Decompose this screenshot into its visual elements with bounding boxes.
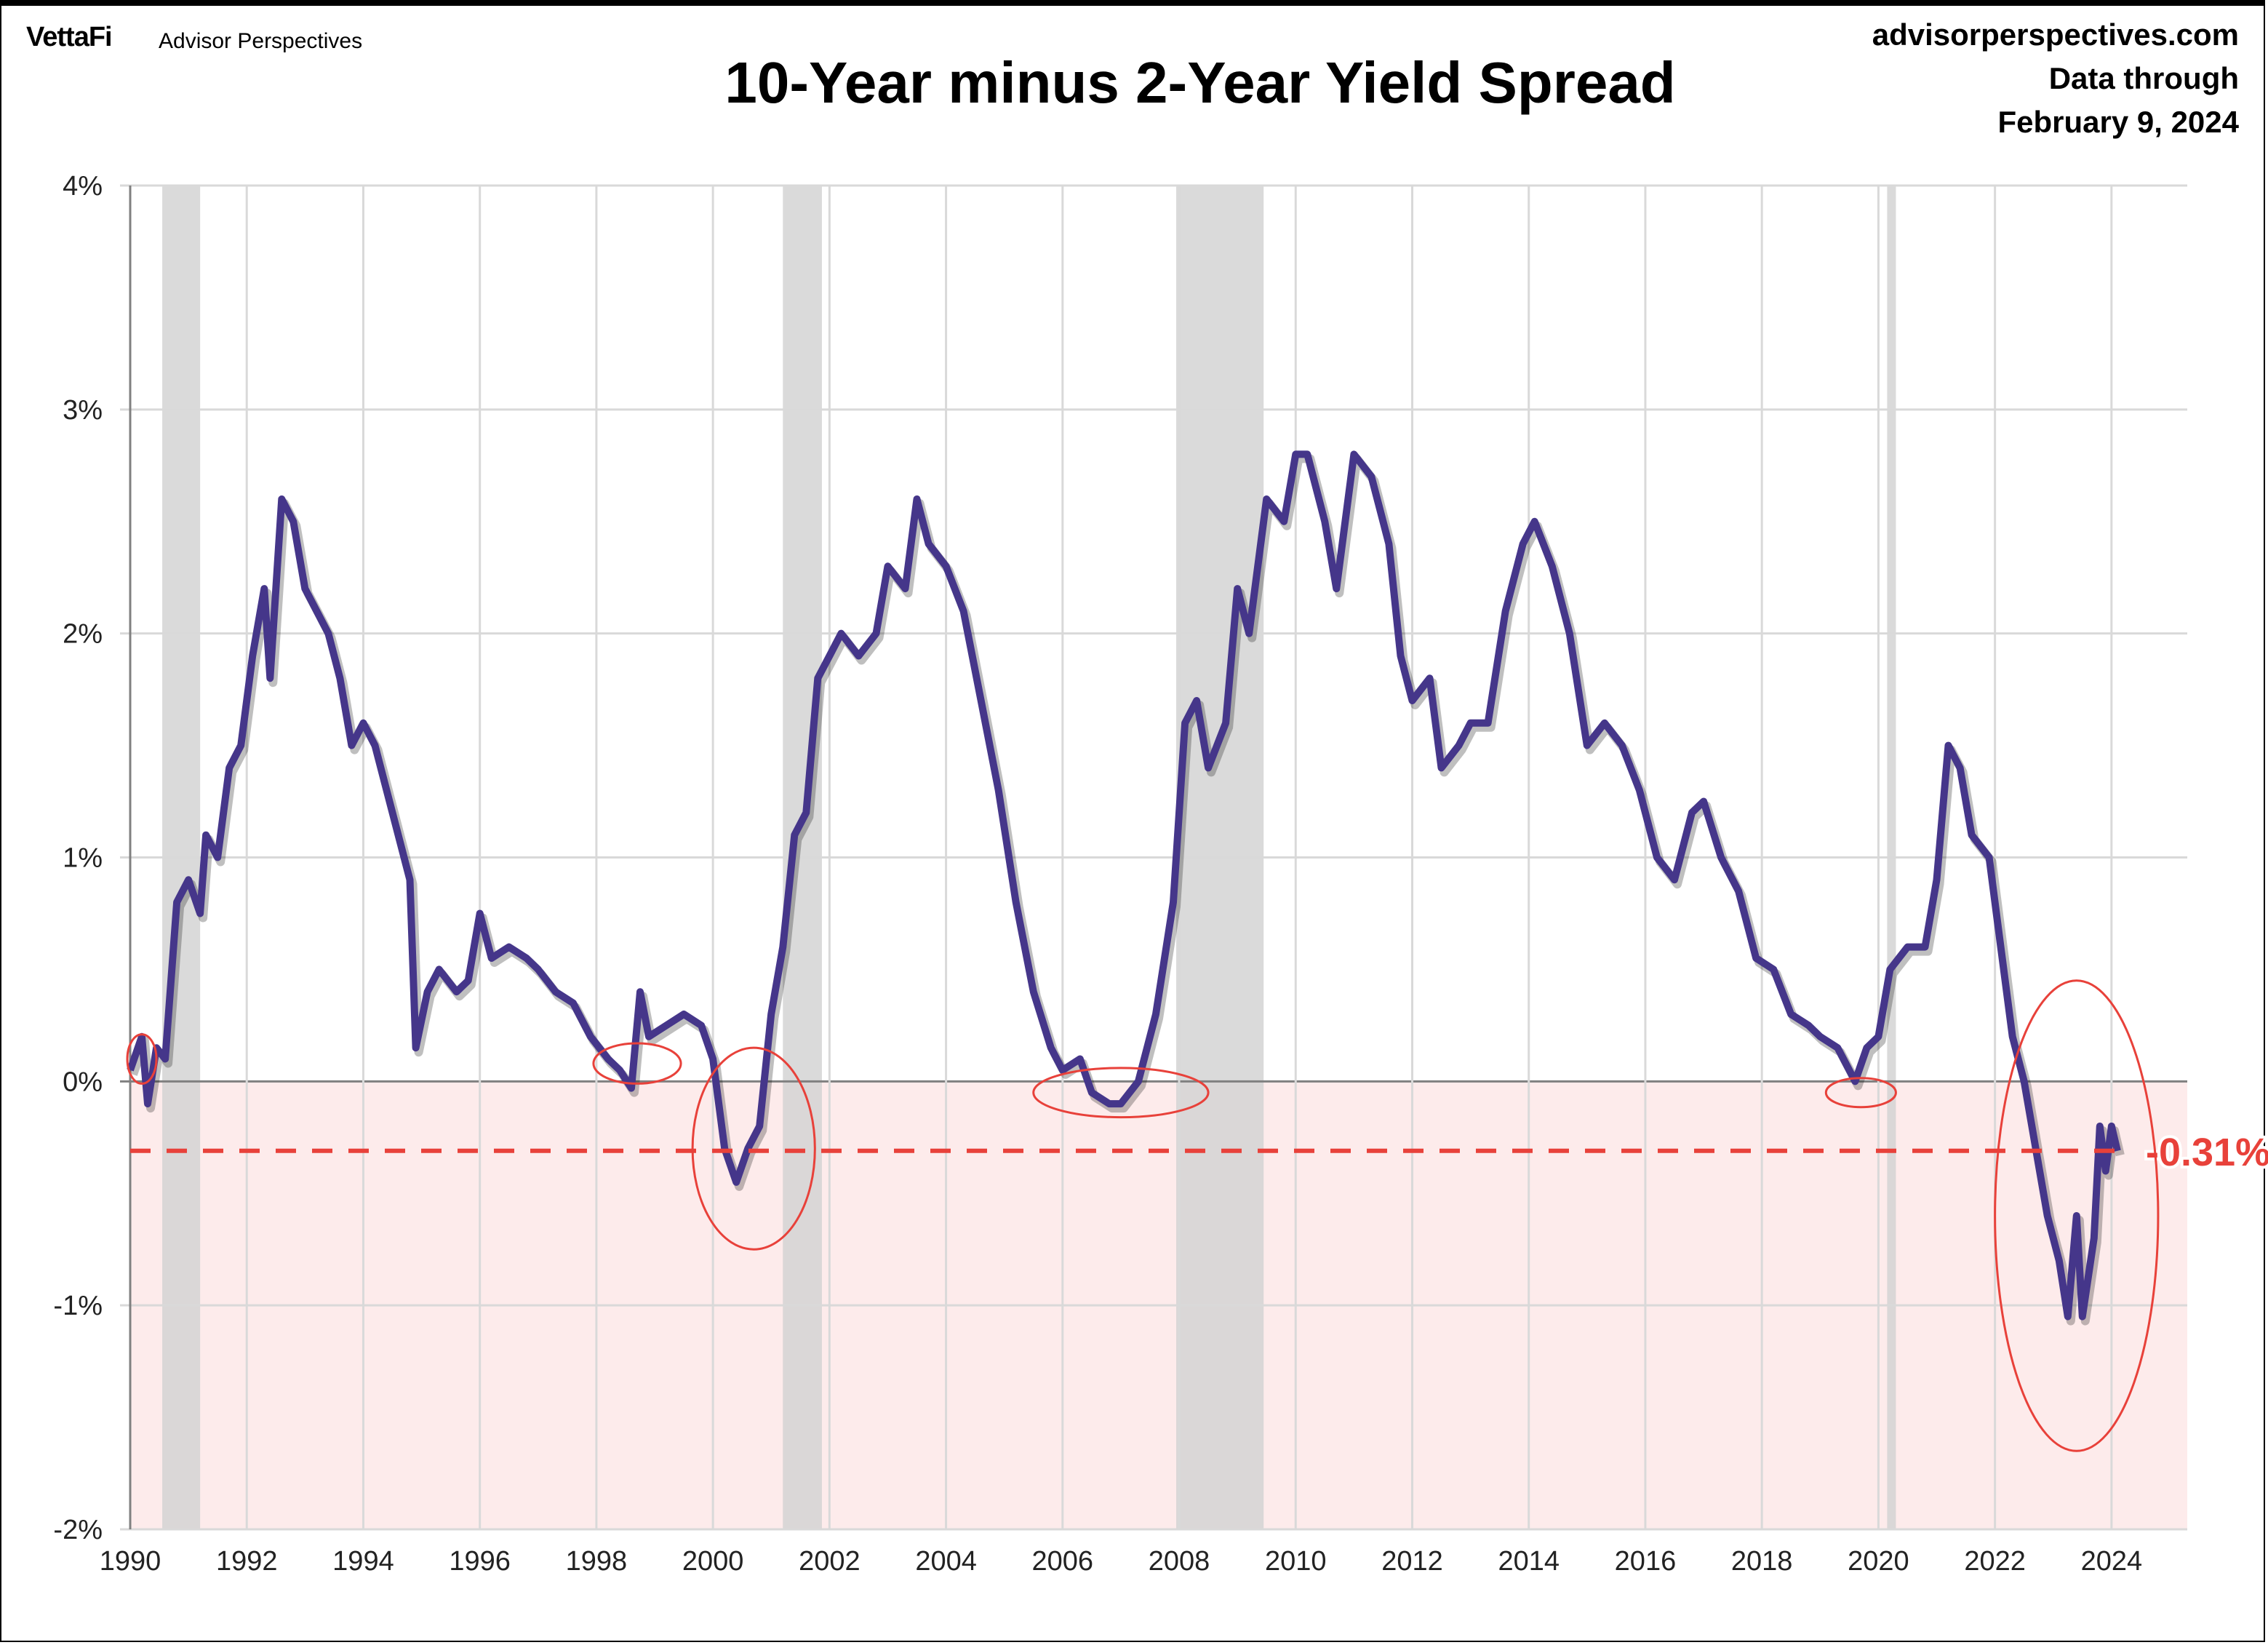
x-tick-label: 1990 — [100, 1546, 161, 1577]
x-tick-label: 2020 — [1848, 1546, 1909, 1577]
site-url: advisorperspectives.com — [1872, 17, 2239, 52]
x-tick-label: 2016 — [1615, 1546, 1677, 1577]
data-through-date: February 9, 2024 — [1997, 105, 2239, 139]
source-info: advisorperspectives.com Data through Feb… — [1872, 13, 2239, 144]
y-tick-label: 4% — [63, 171, 103, 202]
y-tick-label: 3% — [63, 395, 103, 426]
y-tick-label: 0% — [63, 1067, 103, 1097]
y-tick-label: 2% — [63, 619, 103, 650]
x-tick-label: 2024 — [2081, 1546, 2143, 1577]
logo-subtitle: Advisor Perspectives — [159, 29, 363, 53]
x-tick-label: 2008 — [1149, 1546, 1210, 1577]
inversion-highlight-ellipse — [1824, 1077, 1897, 1109]
x-tick-label: 2006 — [1032, 1546, 1094, 1577]
x-tick-label: 1998 — [566, 1546, 628, 1577]
y-tick-label: -2% — [53, 1515, 103, 1545]
spread-line — [127, 450, 2121, 1321]
x-tick-label: 2004 — [915, 1546, 977, 1577]
data-through-label: Data through — [2048, 61, 2239, 95]
x-tick-label: 2022 — [1964, 1546, 2026, 1577]
chart-title: 10-Year minus 2-Year Yield Spread — [724, 50, 1676, 115]
x-tick-label: 2010 — [1265, 1546, 1327, 1577]
x-tick-label: 1996 — [449, 1546, 511, 1577]
x-tick-label: 1992 — [216, 1546, 278, 1577]
vettafi-logo: VettaFi — [26, 22, 113, 52]
inversion-highlight-ellipse — [691, 1046, 816, 1251]
inversion-highlight-ellipse — [1032, 1067, 1210, 1119]
inversion-highlight-ellipse — [126, 1033, 158, 1085]
inversion-highlight-ellipse — [592, 1042, 682, 1085]
latest-value-label: -0.31% — [2146, 1131, 2268, 1174]
x-tick-label: 2012 — [1381, 1546, 1443, 1577]
x-tick-label: 2000 — [682, 1546, 744, 1577]
y-tick-label: 1% — [63, 843, 103, 874]
inversion-highlight-ellipse — [1994, 979, 2160, 1452]
x-tick-label: 2018 — [1731, 1546, 1793, 1577]
x-tick-label: 2002 — [799, 1546, 861, 1577]
x-tick-label: 2014 — [1498, 1546, 1560, 1577]
x-tick-label: 1994 — [332, 1546, 394, 1577]
y-tick-label: -1% — [53, 1291, 103, 1321]
